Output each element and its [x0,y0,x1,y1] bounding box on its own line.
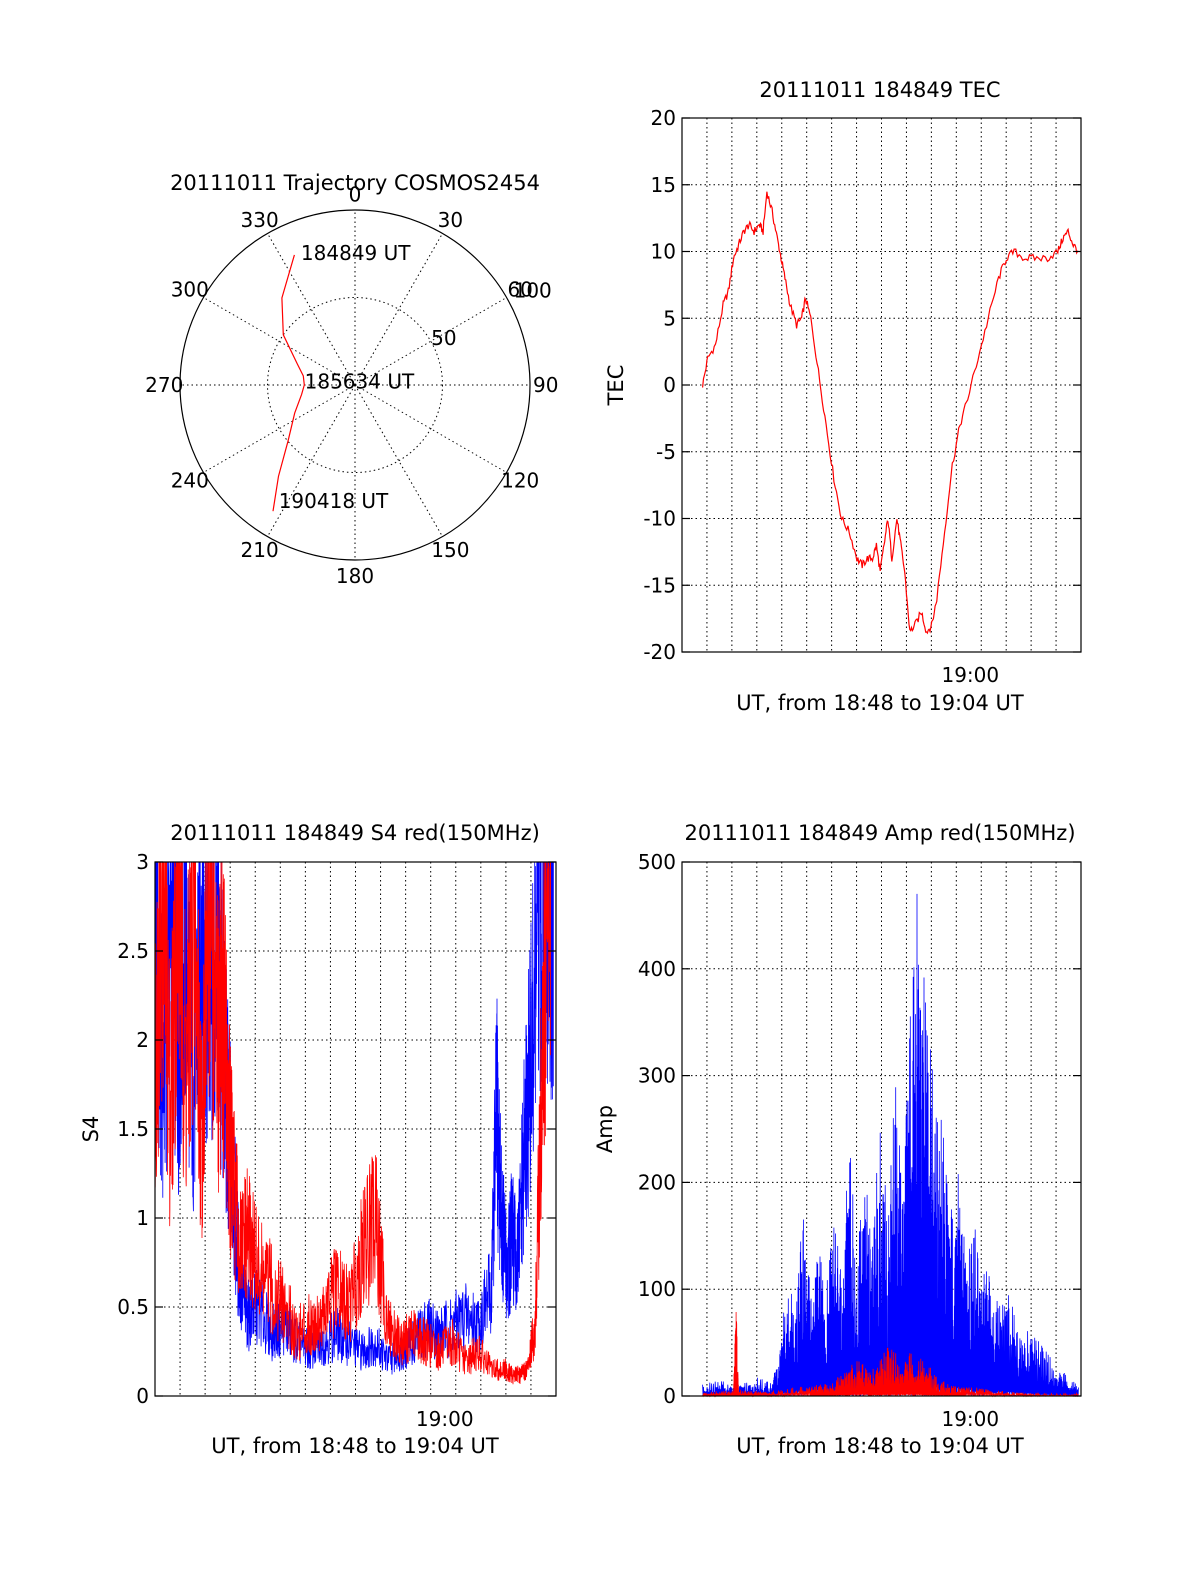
polar-radius-ticks: 50 100 [431,279,552,350]
amp-y-ticks: 0 100 200 300 400 500 [638,850,1081,1408]
s4-y-tick-label: 3 [136,850,149,874]
polar-panel: 20111011 Trajectory COSMOS2454 0 30 60 90 12… [145,171,558,588]
amp-x-tick-label: 19:00 [941,1407,999,1431]
polar-time-annotation: 190418 UT [279,489,389,513]
polar-radius-tick-label: 100 [514,279,552,303]
tec-title: 20111011 184849 TEC [759,78,1000,102]
polar-title: 20111011 Trajectory COSMOS2454 [170,171,540,195]
polar-angle-tick-label: 270 [145,373,183,397]
amp-panel: 20111011 184849 Amp red(150MHz) 0 100 200 3… [593,821,1082,1458]
tec-y-tick-label: 0 [663,373,676,397]
s4-y-tick-label: 1.5 [117,1117,149,1141]
amp-x-ticks: 19:00 [941,1407,999,1431]
polar-angle-tick-label: 60 [507,278,532,302]
amp-y-tick-label: 400 [638,957,676,981]
s4-y-tick-label: 2.5 [117,939,149,963]
polar-time-annotation: 184849 UT [301,241,411,265]
s4-y-tick-label: 1 [136,1206,149,1230]
tec-series-line [702,191,1079,635]
polar-outer-circle [179,209,531,561]
s4-y-axis-label: S4 [79,1116,103,1143]
tec-y-tick-label: 20 [651,106,676,130]
amp-y-tick-label: 300 [638,1064,676,1088]
polar-angle-tick-label: 30 [438,208,463,232]
polar-annotations: 184849 UT 185634 UT 190418 UT [279,241,415,513]
s4-x-axis-label: UT, from 18:48 to 19:04 UT [211,1434,499,1458]
tec-y-tick-label: 15 [651,173,676,197]
amp-plot-frame [681,861,1082,1397]
tec-x-ticks: 19:00 [941,663,999,687]
polar-angle-tick-label: 150 [431,538,469,562]
amp-y-tick-label: 200 [638,1170,676,1194]
amp-series-line [702,1311,1079,1398]
s4-series [154,861,554,1385]
polar-radius-circle [267,297,443,473]
polar-trajectory-line [272,254,305,512]
tec-y-tick-label: 5 [663,306,676,330]
tec-y-ticks: -20 -15 -10 -5 0 5 10 15 20 [643,106,1081,664]
amp-y-tick-label: 100 [638,1277,676,1301]
s4-series-line [154,861,554,1375]
amp-y-axis-label: Amp [593,1105,617,1153]
tec-x-tick-label: 19:00 [941,663,999,687]
s4-panel: 20111011 184849 S4 red(150MHz) 0 0.5 1 1.5 2… [79,821,557,1458]
s4-y-tick-label: 2 [136,1028,149,1052]
polar-angle-tick-label: 300 [171,278,209,302]
polar-angle-tick-label: 240 [171,468,209,492]
polar-angle-tick-label: 0 [349,182,362,206]
tec-series [702,191,1079,635]
s4-y-ticks: 0 0.5 1 1.5 2 2.5 3 [117,850,556,1408]
amp-y-tick-label: 500 [638,850,676,874]
tec-y-tick-label: -10 [643,507,676,531]
s4-x-ticks: 19:00 [416,1407,474,1431]
tec-y-axis-label: TEC [604,365,628,407]
polar-angle-tick-label: 330 [241,208,279,232]
tec-y-tick-label: 10 [651,240,676,264]
amp-y-tick-label: 0 [663,1384,676,1408]
s4-y-tick-label: 0 [136,1384,149,1408]
s4-x-tick-label: 19:00 [416,1407,474,1431]
tec-grid [682,117,1081,653]
polar-radius-tick-label: 50 [431,326,456,350]
s4-title: 20111011 184849 S4 red(150MHz) [170,821,540,845]
polar-angle-ticks: 0 30 60 90 120 150 180 210 240 270 300 330 [145,182,558,588]
polar-angle-tick-label: 120 [501,468,539,492]
polar-grid [180,210,530,560]
amp-series-line [702,893,1079,1397]
tec-x-axis-label: UT, from 18:48 to 19:04 UT [736,691,1024,715]
polar-time-annotation: 185634 UT [305,369,415,393]
polar-series [272,254,305,512]
polar-angle-tick-label: 90 [533,373,558,397]
tec-panel: 20111011 184849 TEC -20-15-10-505101520 … [604,78,1082,715]
polar-angle-tick-label: 180 [336,564,374,588]
amp-x-axis-label: UT, from 18:48 to 19:04 UT [736,1434,1024,1458]
tec-y-tick-label: -15 [643,573,676,597]
tec-y-tick-label: -20 [643,640,676,664]
amp-series [702,893,1079,1398]
s4-series-line [154,861,551,1385]
s4-y-tick-label: 0.5 [117,1295,149,1319]
polar-angle-tick-label: 210 [241,538,279,562]
amp-title: 20111011 184849 Amp red(150MHz) [684,821,1075,845]
tec-y-tick-label: -5 [656,440,676,464]
